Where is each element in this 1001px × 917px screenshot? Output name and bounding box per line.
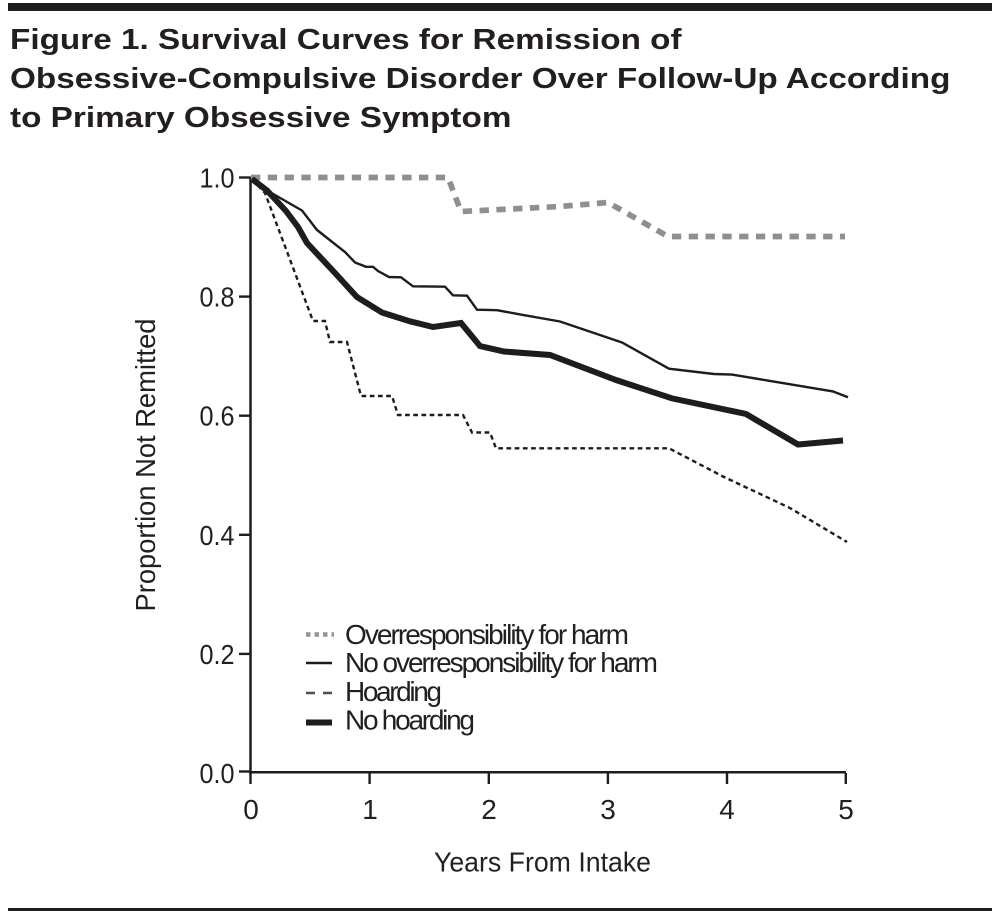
svg-text:2: 2 — [481, 794, 497, 825]
svg-text:Hoarding: Hoarding — [345, 676, 442, 707]
svg-text:0.2: 0.2 — [200, 639, 235, 670]
svg-text:0: 0 — [243, 794, 259, 825]
svg-text:Proportion Not Remitted: Proportion Not Remitted — [130, 319, 161, 612]
svg-text:4: 4 — [719, 794, 735, 825]
svg-text:0.8: 0.8 — [200, 282, 235, 313]
svg-text:1.0: 1.0 — [200, 163, 235, 194]
svg-text:3: 3 — [600, 794, 616, 825]
svg-text:1: 1 — [362, 794, 378, 825]
svg-text:No overresponsibility for harm: No overresponsibility for harm — [345, 647, 658, 678]
svg-text:0.6: 0.6 — [200, 401, 235, 432]
svg-text:No hoarding: No hoarding — [345, 705, 475, 736]
svg-text:Years From Intake: Years From Intake — [434, 847, 651, 878]
svg-text:0.0: 0.0 — [200, 758, 235, 789]
svg-text:Overresponsibility for harm: Overresponsibility for harm — [345, 619, 629, 650]
svg-text:0.4: 0.4 — [200, 520, 235, 551]
svg-text:5: 5 — [838, 794, 854, 825]
